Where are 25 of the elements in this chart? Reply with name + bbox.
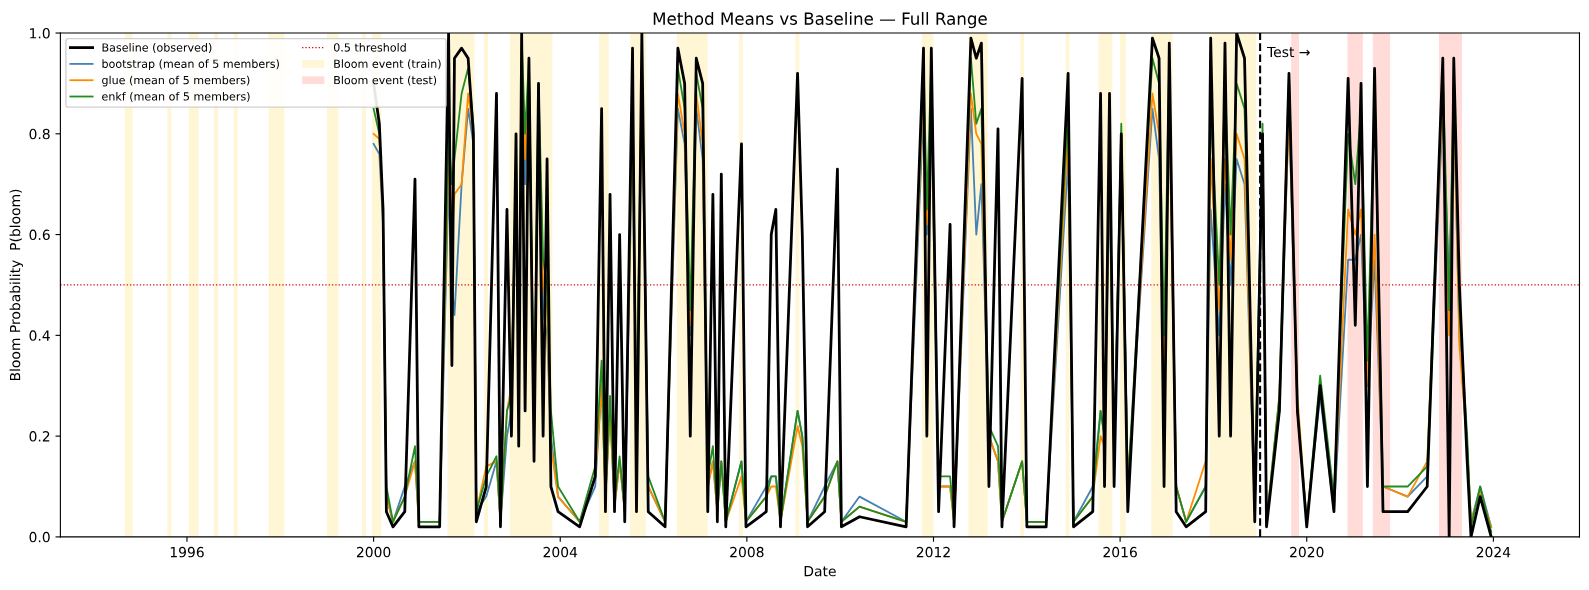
legend-label: glue (mean of 5 members) [102, 75, 250, 87]
y-tick-label: 0.4 [29, 330, 50, 341]
x-tick-label: 1996 [170, 546, 204, 558]
y-tick-label: 1.0 [30, 28, 50, 39]
annotation: Test → [1267, 46, 1310, 58]
y-tick-label: 0.6 [29, 229, 50, 241]
chart-title: Method Means vs Baseline — Full Range [653, 12, 987, 29]
legend-label: enkf (mean of 5 members) [102, 91, 250, 102]
y-tick-label: 0.0 [29, 531, 50, 543]
legend-label: Bloom event (test) [334, 75, 437, 86]
legend-label: Bloom event (train) [334, 59, 441, 70]
legend-label: Baseline (observed) [102, 43, 212, 53]
x-tick-label: 2024 [1476, 546, 1511, 558]
y-axis-title: Bloom Probability P(bloom) [9, 189, 24, 381]
x-tick-label: 2016 [1103, 546, 1137, 558]
y-tick-label: 0.2 [29, 431, 50, 442]
x-axis-title: Date [804, 566, 836, 577]
x-tick-label: 2004 [543, 546, 578, 558]
legend-label: 0.5 threshold [333, 43, 406, 52]
x-tick-label: 2008 [730, 546, 764, 558]
x-tick-label: 2000 [356, 546, 391, 558]
x-tick-label: 2012 [916, 546, 950, 558]
x-tick-label: 2020 [1290, 546, 1324, 558]
legend-label: bootstrap (mean of 5 members) [102, 59, 279, 71]
y-tick-label: 0.8 [29, 128, 50, 140]
